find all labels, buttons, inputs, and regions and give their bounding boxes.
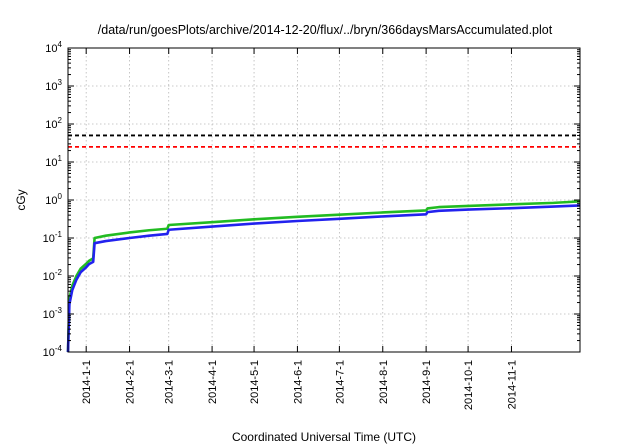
y-tick-label: 10-3 bbox=[43, 306, 63, 321]
chart-title: /data/run/goesPlots/archive/2014-12-20/f… bbox=[98, 23, 553, 37]
y-tick-exponent: 0 bbox=[58, 192, 63, 201]
y-tick-label: 10-4 bbox=[43, 344, 63, 359]
x-tick-label: 2014-5-1 bbox=[249, 360, 261, 404]
y-tick-exponent: -2 bbox=[55, 268, 63, 277]
y-tick-label: 10-2 bbox=[43, 268, 63, 283]
data-series-line bbox=[66, 200, 581, 353]
data-series-line bbox=[66, 204, 581, 353]
y-tick-exponent: 4 bbox=[58, 40, 63, 49]
x-tick-label: 2014-6-1 bbox=[292, 360, 304, 404]
y-tick-label: 10-1 bbox=[43, 230, 63, 245]
y-tick-exponent: -1 bbox=[55, 230, 63, 239]
x-tick-label: 2014-2-1 bbox=[125, 360, 137, 404]
x-tick-label: 2014-8-1 bbox=[378, 360, 390, 404]
grid-layer bbox=[68, 48, 580, 352]
y-tick-label: 102 bbox=[45, 116, 62, 131]
x-tick-label: 2014-4-1 bbox=[207, 360, 219, 404]
y-tick-exponent: -4 bbox=[55, 344, 63, 353]
series-layer bbox=[66, 200, 581, 353]
x-tick-label: 2014-7-1 bbox=[334, 360, 346, 404]
y-tick-exponent: 3 bbox=[58, 78, 63, 87]
y-tick-exponent: 1 bbox=[58, 154, 63, 163]
y-tick-base: 10 bbox=[45, 43, 57, 55]
y-tick-exponent: -3 bbox=[55, 306, 63, 315]
y-tick-base: 10 bbox=[43, 233, 55, 245]
y-tick-base: 10 bbox=[45, 157, 57, 169]
x-tick-labels: 2014-1-1 2014-2-1 2014-3-1 2014-4-1 2014-5-1… bbox=[81, 360, 518, 410]
x-tick-label: 2014-10-1 bbox=[463, 360, 475, 410]
y-tick-base: 10 bbox=[45, 195, 57, 207]
y-tick-base: 10 bbox=[43, 309, 55, 321]
y-tick-label: 100 bbox=[45, 192, 62, 207]
y-tick-base: 10 bbox=[43, 271, 55, 283]
x-axis-label: Coordinated Universal Time (UTC) bbox=[232, 430, 416, 444]
y-tick-base: 10 bbox=[43, 347, 55, 359]
y-axis-label: cGy bbox=[14, 189, 28, 210]
x-tick-label: 2014-11-1 bbox=[506, 360, 518, 409]
y-tick-label: 104 bbox=[45, 40, 62, 55]
y-tick-base: 10 bbox=[45, 81, 57, 93]
y-tick-exponent: 2 bbox=[58, 116, 63, 125]
y-tick-label: 103 bbox=[45, 78, 62, 93]
x-tick-label: 2014-9-1 bbox=[421, 360, 433, 404]
tick-layer bbox=[68, 47, 580, 353]
y-tick-label: 101 bbox=[45, 154, 62, 169]
reference-lines bbox=[68, 134, 580, 148]
y-tick-base: 10 bbox=[45, 119, 57, 131]
x-tick-label: 2014-1-1 bbox=[81, 360, 93, 404]
x-tick-label: 2014-3-1 bbox=[164, 360, 176, 404]
